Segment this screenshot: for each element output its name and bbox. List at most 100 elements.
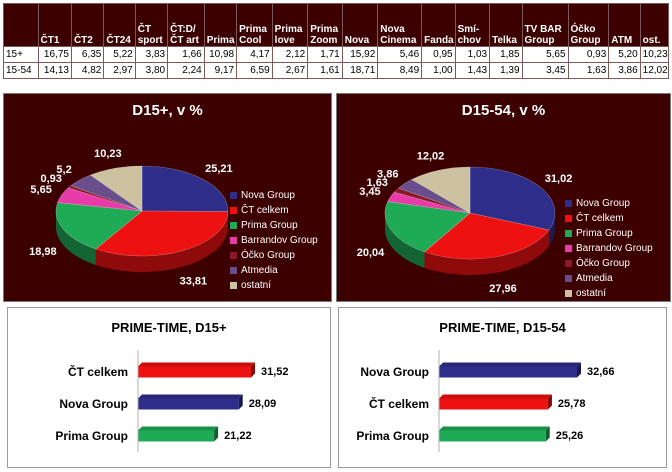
- pie-data-label: 25,21: [205, 163, 233, 175]
- bar-value-label: 25,78: [558, 398, 586, 410]
- legend-swatch: [565, 289, 572, 297]
- table-cell: 1,71: [307, 46, 343, 63]
- bar-panel-d15-54: PRIME-TIME, D15-54 Nova Group 32,66 ČT cel…: [338, 307, 667, 468]
- table-cell: 16,75: [37, 46, 72, 63]
- legend-swatch: [565, 229, 572, 237]
- legend-label: Prima Group: [576, 227, 633, 239]
- table-cell: 3,45: [521, 62, 569, 79]
- bar-chart-d15plus: ČT celkem 31,52 Nova Group 28,09 Prima Group…: [55, 350, 289, 452]
- legend-swatch: [565, 244, 572, 252]
- table-header-ct-sport: ČT sport: [134, 3, 169, 47]
- bar-side-face: [577, 362, 581, 378]
- legend-item-prima-group: Prima Group: [230, 219, 318, 231]
- legend-label: Nova Group: [576, 197, 630, 209]
- bar-side-face: [214, 426, 219, 442]
- legend-swatch: [565, 274, 572, 282]
- table-cell: 6,35: [70, 46, 105, 63]
- pie-slice-ocko-group: [67, 185, 143, 212]
- table-cell: 0,93: [567, 46, 610, 63]
- bar-top-face: [439, 426, 550, 431]
- pie-slice-prima-group: [55, 202, 143, 250]
- table-cell: 3,86: [608, 62, 641, 79]
- table-cell: 12,02: [639, 62, 670, 79]
- bar-category-label: Prima Group: [55, 429, 128, 443]
- table-cell: 10,98: [203, 46, 238, 63]
- pie-data-label: 3,45: [359, 186, 380, 198]
- table-header-ct2: ČT2: [70, 3, 105, 47]
- table-cell: 10,23: [639, 46, 670, 63]
- bar-value-label: 28,09: [249, 398, 277, 410]
- table-cell: 4,82: [70, 62, 105, 79]
- table-cell: 5,46: [377, 46, 423, 63]
- table-header-smi-chov: Smí-chov: [454, 3, 491, 47]
- pie-slice-barrandov-group: [387, 191, 471, 214]
- pie-slice-side: [385, 213, 425, 268]
- legend-item-ct-celkem: ČT celkem: [565, 212, 653, 224]
- legend-swatch: [230, 251, 237, 259]
- pie-slice-ct-celkem: [95, 210, 229, 257]
- table-header-fanda: Fanda: [421, 3, 456, 47]
- bar-category-label: Prima Group: [356, 429, 429, 443]
- bar-value-label: 21,22: [224, 430, 252, 442]
- bar-value-label: 32,66: [587, 366, 615, 378]
- pie-data-label: 31,02: [545, 173, 573, 185]
- bar-top-face: [138, 362, 255, 367]
- pie-slice-barrandov-group: [57, 187, 143, 212]
- legend-item-nova-group: Nova Group: [230, 189, 318, 201]
- table-header-nova-cinema: Nova Cinema: [377, 3, 423, 47]
- bar-value-label: 31,52: [261, 366, 289, 378]
- table-cell: 14,13: [37, 62, 72, 79]
- legend-item-ocko-group: Óčko Group: [565, 257, 653, 269]
- pie-slice-side: [95, 211, 228, 272]
- table-header-ct1: ČT1: [37, 3, 72, 47]
- pie-data-label: 5,65: [30, 184, 51, 196]
- bar-ct-celkem: [138, 366, 251, 378]
- bar-side-face: [545, 426, 550, 442]
- table-cell: 1,39: [489, 62, 523, 79]
- table-header-prima-love: Prima love: [271, 3, 309, 47]
- bar-category-label: ČT celkem: [68, 364, 128, 379]
- pie-panel-d15plus: D15+, v % 25,21 33,81 18,98 5,65 0,93 5,2 10,2…: [3, 93, 332, 302]
- pie-data-label: 27,96: [489, 283, 517, 295]
- table-cell: 6,59: [236, 62, 273, 79]
- bar-prima-group: [138, 430, 215, 442]
- bar-side-face: [251, 362, 255, 378]
- table-row-15plus: 15+ 16,75 6,35 5,22 3,83 1,66 10,98 4,17 2,12 1,7…: [3, 46, 670, 63]
- bar-nova-group: [439, 366, 577, 378]
- legend-swatch: [565, 214, 572, 222]
- bar-prima-group: [439, 430, 546, 442]
- table-header-prima-cool: Prima Cool: [236, 3, 273, 47]
- legend-label: Barrandov Group: [241, 234, 318, 246]
- pie-data-label: 0,93: [40, 173, 61, 185]
- table-cell: 2,12: [271, 46, 309, 63]
- table-cell: 1,66: [167, 46, 205, 63]
- table-cell: 5,22: [103, 46, 136, 63]
- pie-slice-atmedia: [397, 179, 471, 214]
- table-cell: 2,97: [103, 62, 136, 79]
- pie-data-label: 1,63: [367, 177, 388, 189]
- table-cell: 3,80: [134, 62, 169, 79]
- table-cell: 2,24: [167, 62, 205, 79]
- table-header-prima: Prima: [203, 3, 238, 47]
- table-header-atm: ATM: [608, 3, 641, 47]
- pie-chart-d15plus: 25,21 33,81 18,98 5,650,935,2 10,23: [29, 148, 233, 288]
- table-row-label: 15-54: [3, 62, 39, 79]
- pie-data-label: 20,04: [357, 247, 385, 259]
- pie-slice-side: [56, 211, 96, 265]
- legend-item-barrandov-group: Barrandov Group: [230, 234, 318, 246]
- legend-label: ČT celkem: [241, 204, 289, 216]
- legend-item-ostatni: ostatní: [230, 279, 318, 291]
- table-cell: 5,65: [521, 46, 569, 63]
- pie-data-label: 3,86: [377, 168, 398, 180]
- table-cell: 1,61: [307, 62, 343, 79]
- table-header-telka: Telka: [489, 3, 523, 47]
- legend-item-ct-celkem: ČT celkem: [230, 204, 318, 216]
- bar-title-d15-54: PRIME-TIME, D15-54: [439, 320, 566, 335]
- table-header-ct-d-ct-art: ČT:D/ ČT art: [167, 3, 205, 47]
- legend-swatch: [230, 206, 237, 214]
- table-cell: 3,83: [134, 46, 169, 63]
- legend-swatch: [230, 281, 237, 289]
- table-row-15-54: 15-54 14,13 4,82 2,97 3,80 2,24 9,17 6,59 2,67 1,…: [3, 62, 670, 79]
- pie-data-label: 33,81: [180, 276, 208, 288]
- bar-side-face: [547, 394, 552, 410]
